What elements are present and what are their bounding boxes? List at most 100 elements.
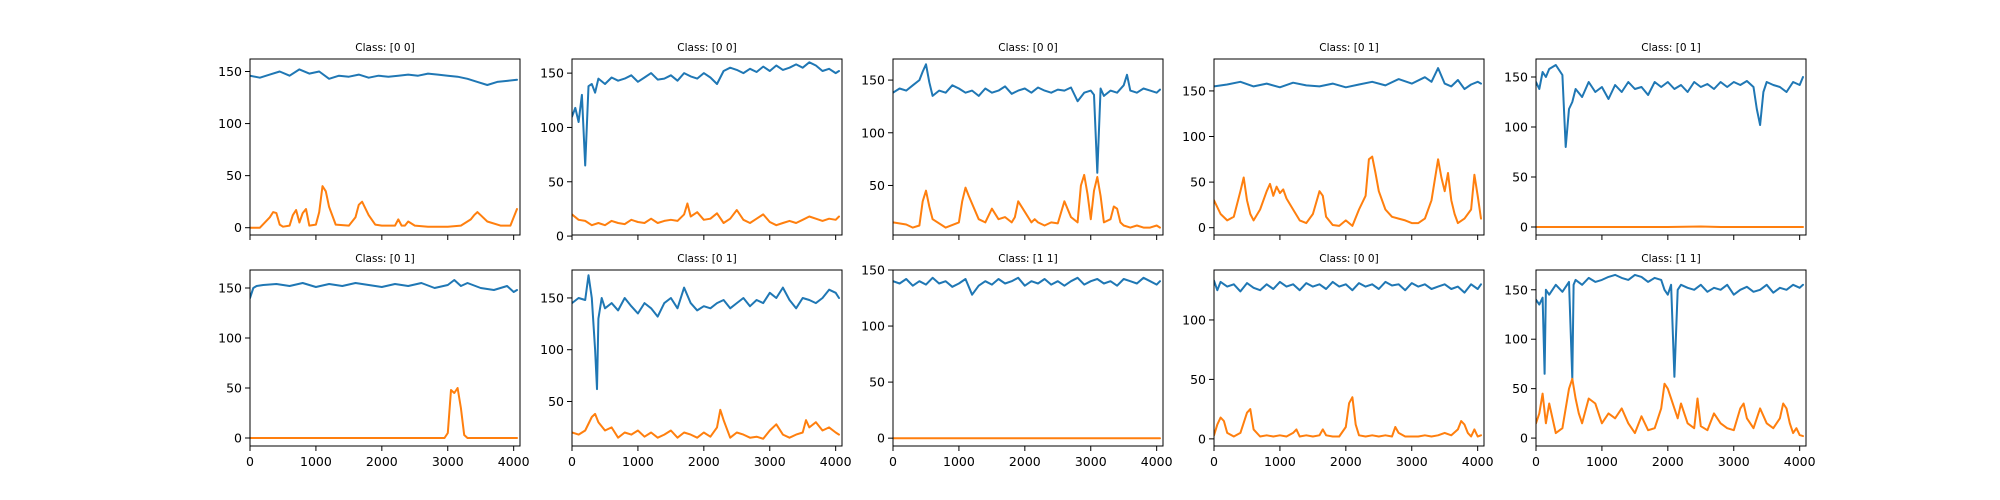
x-tick-label: 4000 xyxy=(1141,454,1173,469)
series-line-2 xyxy=(1536,225,1804,228)
x-tick-label: 3000 xyxy=(1396,454,1428,469)
y-tick-label: 50 xyxy=(1190,175,1206,190)
axes-frame xyxy=(571,58,843,236)
x-tick-label: 3000 xyxy=(754,454,786,469)
y-tick-label: 0 xyxy=(877,431,885,446)
x-tick-label: 1000 xyxy=(300,454,332,469)
plot-area xyxy=(893,276,1161,440)
y-tick-label: 50 xyxy=(548,174,564,189)
plot-area xyxy=(572,61,840,227)
y-tick-label: 100 xyxy=(861,319,885,334)
x-tick-label: 1000 xyxy=(943,454,975,469)
y-tick-label: 0 xyxy=(1520,220,1528,235)
chart-panel-4: Class: [0 1] 0 50 100 150 xyxy=(1182,42,1485,240)
y-tick-label: 100 xyxy=(540,120,564,135)
y-tick-label: 100 xyxy=(861,125,885,140)
series-line-1 xyxy=(1536,273,1804,380)
y-tick-label: 50 xyxy=(869,375,885,390)
y-tick-label: 150 xyxy=(540,66,564,81)
y-tick-label: 50 xyxy=(548,394,564,409)
chart-panel-10: Class: [1 1] 0 50 100 150 0 1000 2000 3000 4000 xyxy=(1504,253,1815,469)
axes-frame xyxy=(1535,269,1807,447)
chart-panel-7: Class: [0 1] 50 100 150 0 1000 2000 3000 4000 xyxy=(540,253,851,469)
series-line-1 xyxy=(893,63,1161,174)
axes-frame xyxy=(1535,58,1807,236)
plot-area xyxy=(1536,273,1804,438)
y-tick-label: 150 xyxy=(1504,70,1528,85)
y-tick-label: 50 xyxy=(869,178,885,193)
series-line-1 xyxy=(1536,64,1804,148)
y-tick-label: 0 xyxy=(234,220,242,235)
x-tick-label: 0 xyxy=(568,454,576,469)
chart-panel-6: Class: [0 1] 0 50 100 150 0 1000 2000 3000 4000 xyxy=(218,253,529,469)
x-tick-label: 0 xyxy=(1210,454,1218,469)
axes-frame xyxy=(1213,269,1485,447)
chart-panel-2: Class: [0 0] 0 50 100 150 xyxy=(540,42,843,244)
plot-area xyxy=(1214,67,1482,227)
axes-frame xyxy=(892,269,1164,447)
series-line-1 xyxy=(250,279,518,299)
series-line-2 xyxy=(572,202,840,227)
axes-frame xyxy=(571,269,843,447)
x-tick-label: 2000 xyxy=(1652,454,1684,469)
x-tick-label: 2000 xyxy=(688,454,720,469)
series-line-1 xyxy=(1214,279,1482,294)
panel-title: Class: [0 0] xyxy=(1319,253,1378,265)
series-line-1 xyxy=(893,276,1161,296)
y-tick-label: 50 xyxy=(1190,372,1206,387)
series-line-2 xyxy=(250,387,518,439)
y-tick-label: 100 xyxy=(1504,120,1528,135)
series-line-2 xyxy=(1214,155,1482,227)
x-tick-label: 4000 xyxy=(498,454,530,469)
series-line-1 xyxy=(250,68,518,86)
y-tick-label: 100 xyxy=(1182,129,1206,144)
series-line-2 xyxy=(893,173,1161,229)
x-tick-label: 1000 xyxy=(622,454,654,469)
y-tick-label: 150 xyxy=(1182,83,1206,98)
axes-frame xyxy=(249,269,521,447)
series-line-2 xyxy=(1214,396,1482,438)
plot-area xyxy=(1536,64,1804,228)
x-tick-label: 4000 xyxy=(820,454,852,469)
plot-area xyxy=(572,274,840,440)
panel-title: Class: [0 1] xyxy=(355,253,414,265)
x-tick-label: 0 xyxy=(1532,454,1540,469)
panel-title: Class: [0 0] xyxy=(998,42,1057,54)
series-line-2 xyxy=(1536,377,1804,438)
x-tick-label: 3000 xyxy=(1718,454,1750,469)
chart-panel-1: Class: [0 0] 0 50 100 150 xyxy=(218,42,521,240)
panel-title: Class: [1 1] xyxy=(1641,253,1700,265)
x-tick-label: 2000 xyxy=(366,454,398,469)
panel-title: Class: [0 0] xyxy=(355,42,414,54)
y-tick-label: 150 xyxy=(861,73,885,88)
y-tick-label: 100 xyxy=(1182,312,1206,327)
series-line-2 xyxy=(250,185,518,229)
y-tick-label: 50 xyxy=(1512,170,1528,185)
y-tick-label: 50 xyxy=(226,381,242,396)
chart-panel-8: Class: [1 1] 0 50 100 150 0 1000 2000 3000 4000 xyxy=(861,253,1172,469)
x-tick-label: 2000 xyxy=(1009,454,1041,469)
plot-area xyxy=(893,63,1161,229)
y-tick-label: 50 xyxy=(1512,381,1528,396)
series-line-1 xyxy=(572,61,840,167)
panel-title: Class: [0 0] xyxy=(677,42,736,54)
axes-frame xyxy=(892,58,1164,236)
x-tick-label: 0 xyxy=(246,454,254,469)
y-tick-label: 0 xyxy=(234,431,242,446)
y-tick-label: 150 xyxy=(1504,282,1528,297)
y-tick-label: 150 xyxy=(218,281,242,296)
series-line-1 xyxy=(572,274,840,391)
y-tick-label: 150 xyxy=(861,263,885,278)
x-tick-label: 0 xyxy=(889,454,897,469)
panel-title: Class: [0 1] xyxy=(1319,42,1378,54)
y-tick-label: 0 xyxy=(1198,431,1206,446)
panel-title: Class: [0 1] xyxy=(677,253,736,265)
x-tick-label: 4000 xyxy=(1784,454,1816,469)
x-tick-label: 2000 xyxy=(1330,454,1362,469)
y-tick-label: 0 xyxy=(1198,220,1206,235)
x-tick-label: 1000 xyxy=(1586,454,1618,469)
panel-title: Class: [1 1] xyxy=(998,253,1057,265)
plot-area xyxy=(250,279,518,439)
y-tick-label: 150 xyxy=(540,290,564,305)
